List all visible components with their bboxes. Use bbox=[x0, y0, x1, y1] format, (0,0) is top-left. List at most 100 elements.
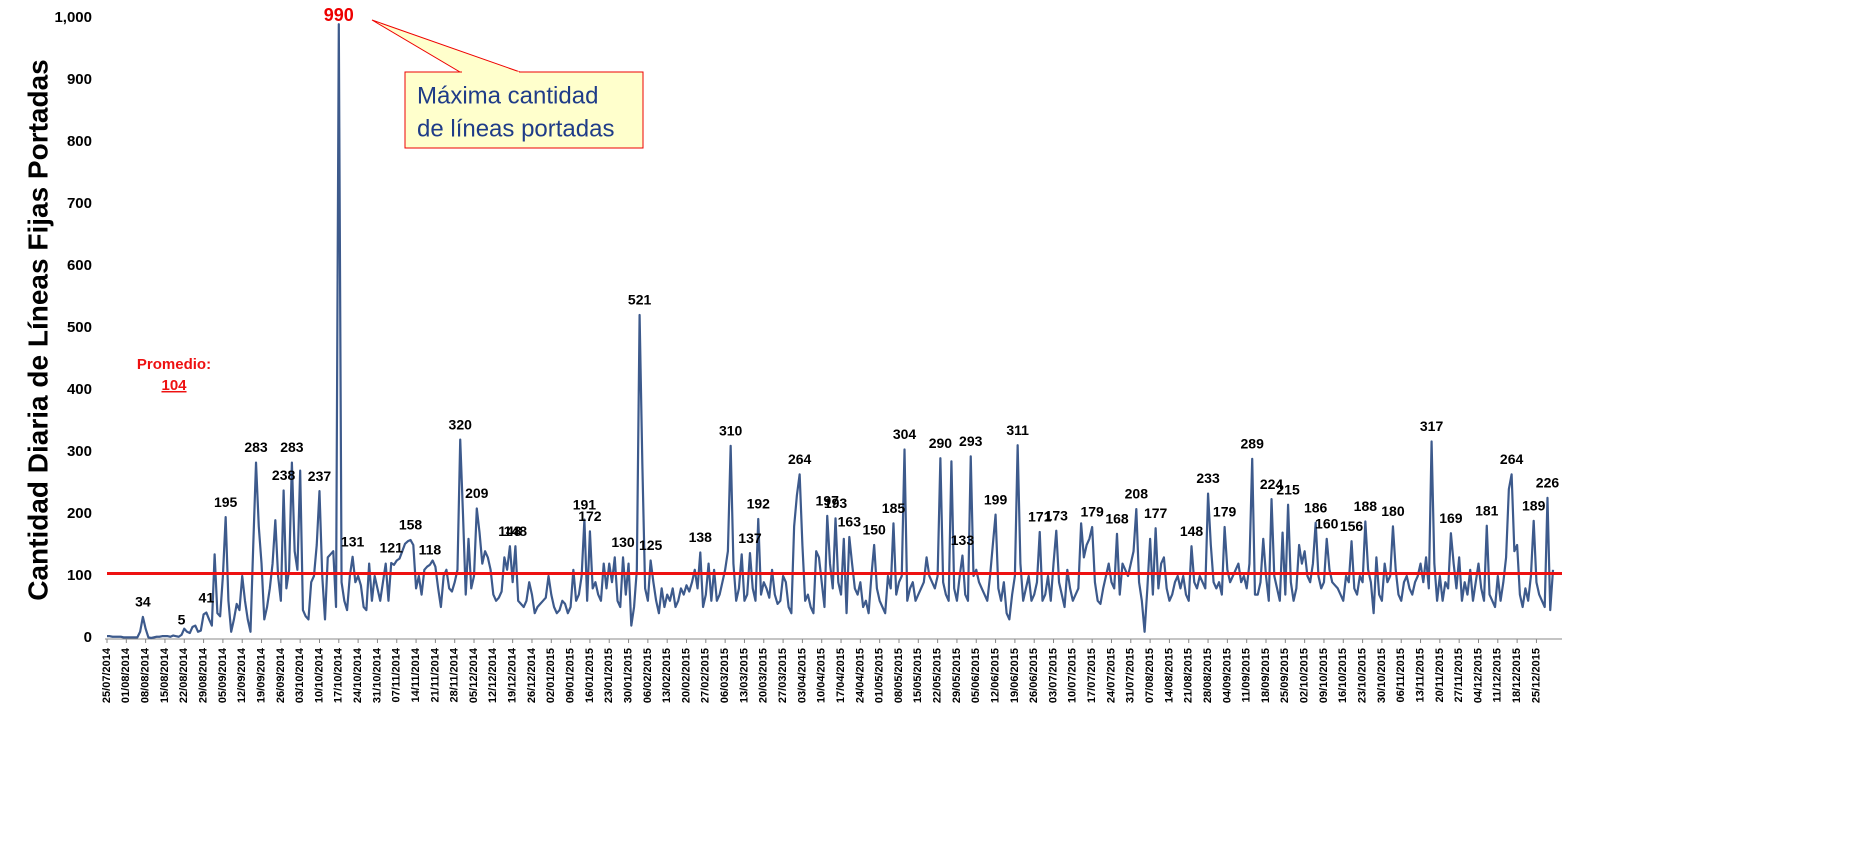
value-label: 137 bbox=[738, 530, 762, 546]
annotation-line: de líneas portadas bbox=[417, 115, 614, 142]
x-tick-label: 18/12/2015 bbox=[1511, 648, 1523, 703]
value-label: 41 bbox=[199, 589, 215, 605]
value-label: 172 bbox=[578, 508, 602, 524]
y-tick-label: 700 bbox=[67, 195, 92, 212]
x-tick-label: 19/06/2015 bbox=[1009, 648, 1021, 703]
y-tick-label: 300 bbox=[67, 443, 92, 460]
x-tick-label: 30/01/2015 bbox=[622, 648, 634, 703]
x-tick-label: 12/06/2015 bbox=[989, 648, 1001, 703]
value-label: 148 bbox=[1180, 523, 1204, 539]
value-label: 118 bbox=[419, 542, 442, 558]
x-tick-label: 08/08/2014 bbox=[140, 647, 152, 703]
x-tick-label: 18/09/2015 bbox=[1260, 648, 1272, 703]
value-label: 181 bbox=[1475, 502, 1499, 518]
value-label: 215 bbox=[1276, 481, 1300, 497]
x-tick-label: 30/10/2015 bbox=[1376, 648, 1388, 703]
x-tick-label: 26/09/2014 bbox=[275, 647, 287, 703]
value-label: 195 bbox=[214, 494, 238, 510]
x-tick-label: 01/08/2014 bbox=[120, 647, 132, 703]
value-label: 148 bbox=[504, 523, 528, 539]
y-tick-label: 0 bbox=[84, 629, 92, 646]
value-label: 226 bbox=[1536, 475, 1560, 491]
x-tick-label: 12/12/2014 bbox=[487, 647, 499, 703]
value-label: 197 bbox=[816, 493, 840, 509]
x-tick-label: 25/09/2015 bbox=[1279, 648, 1291, 703]
callout-box bbox=[404, 71, 644, 149]
x-tick-label: 03/04/2015 bbox=[796, 648, 808, 703]
x-tick-label: 21/08/2015 bbox=[1183, 648, 1195, 703]
x-tick-label: 19/12/2014 bbox=[507, 647, 519, 703]
value-label: 133 bbox=[951, 532, 975, 548]
value-label: 121 bbox=[380, 540, 404, 556]
x-tick-label: 11/09/2015 bbox=[1241, 648, 1253, 702]
x-tick-label: 17/07/2015 bbox=[1086, 648, 1098, 703]
value-label: 191 bbox=[573, 496, 597, 512]
x-tick-label: 03/07/2015 bbox=[1047, 648, 1059, 703]
value-label: 283 bbox=[280, 439, 304, 455]
value-label: 185 bbox=[882, 500, 906, 516]
x-tick-label: 08/05/2015 bbox=[893, 648, 905, 703]
x-tick-label: 05/06/2015 bbox=[970, 648, 982, 703]
x-tick-label: 24/04/2015 bbox=[854, 648, 866, 703]
x-tick-label: 20/11/2015 bbox=[1434, 648, 1446, 702]
value-label: 233 bbox=[1196, 470, 1220, 486]
value-label: 34 bbox=[135, 594, 151, 610]
x-tick-label: 07/11/2014 bbox=[391, 647, 403, 702]
x-tick-label: 19/09/2014 bbox=[255, 647, 267, 703]
value-label: 168 bbox=[1105, 511, 1129, 527]
data-line bbox=[107, 23, 1555, 640]
value-label: 264 bbox=[1500, 451, 1524, 467]
value-label: 179 bbox=[1213, 504, 1237, 520]
value-label: 138 bbox=[689, 529, 713, 545]
x-tick-label: 04/09/2015 bbox=[1221, 648, 1233, 703]
value-label: 179 bbox=[1080, 504, 1104, 520]
value-label: 193 bbox=[824, 495, 848, 511]
x-tick-label: 22/08/2014 bbox=[178, 647, 190, 703]
x-tick-label: 10/07/2015 bbox=[1067, 648, 1079, 703]
value-label: 186 bbox=[1304, 499, 1328, 515]
callout-pointer bbox=[371, 19, 521, 73]
y-tick-label: 800 bbox=[67, 133, 92, 150]
x-tick-label: 06/03/2015 bbox=[719, 648, 731, 703]
x-tick-label: 06/02/2015 bbox=[642, 648, 654, 703]
value-label: 293 bbox=[959, 433, 983, 449]
value-label: 131 bbox=[341, 533, 365, 549]
x-tick-label: 02/01/2015 bbox=[545, 648, 557, 703]
x-tick-label: 31/07/2015 bbox=[1125, 648, 1137, 703]
x-tick-label: 28/08/2015 bbox=[1202, 648, 1214, 703]
average-value: 104 bbox=[161, 377, 187, 394]
value-label: 224 bbox=[1260, 476, 1284, 492]
x-tick-label: 26/12/2014 bbox=[526, 647, 538, 703]
value-label: 290 bbox=[929, 435, 953, 451]
value-label: 199 bbox=[984, 491, 1008, 507]
x-tick-label: 13/03/2015 bbox=[738, 648, 750, 703]
x-tick-label: 16/01/2015 bbox=[584, 648, 596, 703]
value-label: 208 bbox=[1125, 486, 1149, 502]
y-tick-label: 900 bbox=[67, 71, 92, 88]
value-label: 188 bbox=[1354, 498, 1378, 514]
x-tick-label: 09/10/2015 bbox=[1318, 648, 1330, 703]
value-label: 171 bbox=[1028, 509, 1052, 525]
annotation-line: Máxima cantidad bbox=[417, 82, 598, 109]
value-label: 990 bbox=[324, 5, 354, 25]
x-tick-label: 25/12/2015 bbox=[1530, 648, 1542, 703]
y-tick-label: 600 bbox=[67, 257, 92, 274]
x-tick-label: 27/11/2015 bbox=[1453, 648, 1465, 702]
value-label: 283 bbox=[244, 439, 268, 455]
x-tick-label: 10/10/2014 bbox=[313, 647, 325, 703]
x-tick-label: 10/04/2015 bbox=[816, 648, 828, 703]
x-tick-label: 22/05/2015 bbox=[932, 648, 944, 703]
x-tick-label: 02/10/2015 bbox=[1299, 648, 1311, 703]
y-tick-label: 1,000 bbox=[54, 9, 92, 26]
average-label: Promedio: bbox=[137, 356, 211, 373]
x-tick-label: 29/05/2015 bbox=[951, 648, 963, 703]
x-tick-label: 03/10/2014 bbox=[294, 647, 306, 703]
value-label: 158 bbox=[399, 517, 423, 533]
x-tick-label: 07/08/2015 bbox=[1144, 648, 1156, 703]
x-tick-label: 24/10/2014 bbox=[352, 647, 364, 703]
value-label: 150 bbox=[862, 522, 886, 538]
value-label: 192 bbox=[747, 496, 771, 512]
x-tick-label: 29/08/2014 bbox=[197, 647, 209, 703]
value-label: 180 bbox=[1381, 503, 1405, 519]
